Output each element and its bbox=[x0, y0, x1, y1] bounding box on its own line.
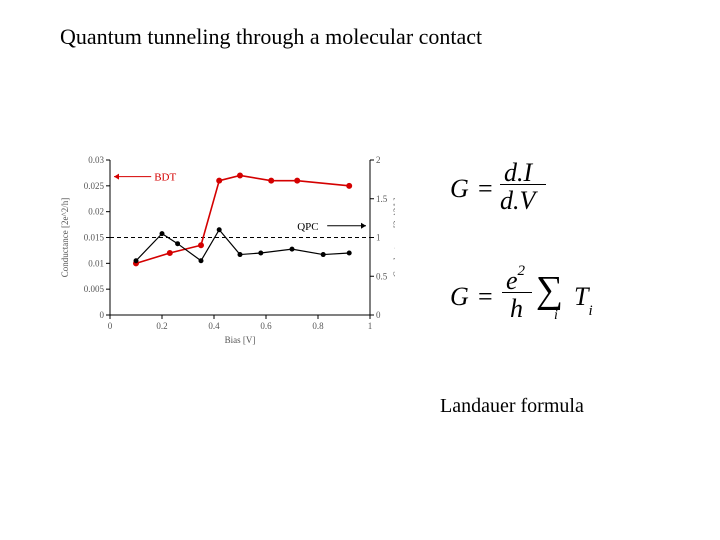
svg-text:0: 0 bbox=[108, 321, 113, 331]
svg-text:0.6: 0.6 bbox=[260, 321, 272, 331]
svg-text:Conductance [2e^2/h]: Conductance [2e^2/h] bbox=[392, 198, 395, 277]
svg-text:0.015: 0.015 bbox=[84, 233, 105, 243]
svg-text:1: 1 bbox=[368, 321, 373, 331]
landauer-caption: Landauer formula bbox=[440, 395, 584, 418]
f1-lhs: G bbox=[450, 174, 469, 204]
sigma-icon: ∑ bbox=[536, 268, 563, 312]
svg-text:1: 1 bbox=[376, 233, 381, 243]
svg-text:0.4: 0.4 bbox=[208, 321, 220, 331]
formulas-block: G = d.I d.V G = e2 h ∑ i Ti bbox=[450, 160, 680, 326]
svg-text:0.02: 0.02 bbox=[88, 207, 104, 217]
f2-num-sup: 2 bbox=[518, 263, 526, 279]
f2-lhs: G bbox=[450, 282, 469, 312]
svg-text:QPC: QPC bbox=[297, 221, 318, 233]
svg-text:0.025: 0.025 bbox=[84, 181, 105, 191]
f2-eq: = bbox=[478, 282, 493, 312]
chart-svg: 0 0.2 0.4 0.6 0.8 1 Bias [V] 0 0.005 0.01 0.015 0.0… bbox=[55, 150, 395, 350]
f2-T-base: T bbox=[574, 282, 588, 311]
svg-text:2: 2 bbox=[376, 155, 381, 165]
formula-differential-conductance: G = d.I d.V bbox=[450, 160, 680, 216]
svg-text:0.5: 0.5 bbox=[376, 271, 388, 281]
f1-frac-bar bbox=[500, 184, 546, 185]
svg-text:0.03: 0.03 bbox=[88, 155, 104, 165]
svg-text:0.8: 0.8 bbox=[312, 321, 324, 331]
svg-text:1.5: 1.5 bbox=[376, 194, 388, 204]
f1-eq: = bbox=[478, 174, 493, 204]
f2-frac-bar bbox=[502, 292, 532, 293]
f2-den: h bbox=[510, 294, 523, 324]
f1-den: d.V bbox=[500, 186, 535, 216]
f2-sum-sub: i bbox=[554, 308, 558, 324]
f2-num-base: e bbox=[506, 266, 518, 295]
svg-text:Bias [V]: Bias [V] bbox=[225, 335, 256, 345]
svg-text:Conductance [2e^2/h]: Conductance [2e^2/h] bbox=[60, 198, 70, 277]
svg-text:BDT: BDT bbox=[154, 172, 176, 184]
conductance-chart: 0 0.2 0.4 0.6 0.8 1 Bias [V] 0 0.005 0.01 0.015 0.0… bbox=[55, 150, 395, 350]
f2-T-sub: i bbox=[588, 303, 592, 319]
f2-T: Ti bbox=[574, 282, 593, 316]
page-title: Quantum tunneling through a molecular co… bbox=[60, 24, 482, 50]
svg-text:0: 0 bbox=[376, 310, 381, 320]
svg-text:0.005: 0.005 bbox=[84, 284, 105, 294]
formula-landauer: G = e2 h ∑ i Ti bbox=[450, 266, 680, 326]
svg-text:0.2: 0.2 bbox=[156, 321, 167, 331]
svg-text:0.01: 0.01 bbox=[88, 258, 104, 268]
svg-text:0: 0 bbox=[100, 310, 105, 320]
